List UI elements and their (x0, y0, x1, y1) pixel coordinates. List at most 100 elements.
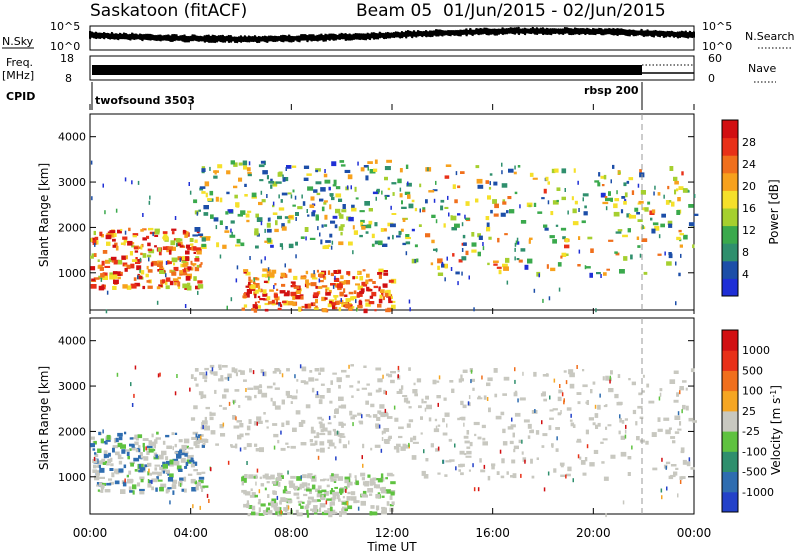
echo-cell (309, 237, 316, 240)
echo-cell (138, 448, 141, 453)
echo-cell (186, 455, 193, 459)
echo-cell (509, 440, 514, 445)
echo-noise (316, 391, 319, 396)
echo-cell (470, 378, 475, 382)
echo-cell (386, 159, 392, 163)
echo-cell (315, 169, 318, 173)
nsky-line (89, 26, 695, 44)
echo-cell (104, 442, 108, 445)
echo-cell (98, 285, 105, 291)
echo-cell (636, 236, 640, 240)
echo-cell (224, 230, 230, 233)
echo-cell (173, 280, 180, 283)
echo-cell (422, 207, 426, 210)
echo-noise (148, 257, 150, 262)
echo-cell (202, 420, 208, 425)
echo-cell (350, 304, 353, 307)
echo-cell (190, 417, 196, 421)
echo-cell (320, 429, 324, 433)
echo-cell (458, 378, 462, 383)
echo-cell (140, 456, 145, 459)
echo-cell (165, 469, 170, 474)
echo-cell (179, 448, 186, 453)
echo-cell (273, 433, 279, 438)
echo-cell (133, 457, 140, 462)
echo-noise (335, 456, 337, 461)
echo-noise (384, 408, 387, 413)
echo-cell (199, 186, 206, 189)
echo-cell (688, 204, 694, 208)
echo-cell (428, 417, 432, 422)
echo-cell (267, 301, 272, 305)
echo-cell (257, 305, 261, 309)
echo-cell (332, 304, 336, 310)
echo-cell (601, 184, 605, 187)
echo-cell (107, 458, 112, 464)
echo-cell (317, 291, 321, 295)
echo-cell (338, 226, 344, 231)
echo-cell (494, 393, 498, 398)
echo-noise (317, 226, 319, 231)
echo-cell (133, 246, 139, 250)
echo-noise (572, 478, 574, 483)
echo-cell (630, 254, 633, 260)
echo-noise (230, 228, 232, 233)
echo-cell (162, 246, 169, 250)
echo-cell (258, 164, 265, 168)
echo-cell (380, 490, 387, 494)
echo-cell (466, 430, 470, 435)
echo-cell (194, 481, 197, 484)
echo-cell (386, 289, 391, 295)
echo-cell (143, 456, 149, 461)
echo-cell (660, 223, 665, 228)
echo-cell (282, 177, 286, 182)
echo-cell (277, 215, 282, 220)
echo-cell (319, 503, 326, 508)
echo-cell (477, 184, 484, 189)
echo-noise (189, 190, 192, 195)
echo-cell (201, 243, 207, 248)
echo-cell (266, 426, 269, 429)
echo-cell (342, 496, 345, 499)
echo-cell (679, 388, 685, 391)
echo-cell (451, 388, 455, 393)
echo-cell (173, 266, 179, 272)
echo-cell (378, 298, 383, 304)
echo-cell (323, 491, 329, 496)
echo-noise (605, 513, 607, 518)
echo-cell (261, 199, 266, 203)
echo-cell (317, 485, 322, 489)
velocity-y-label: Slant Range [km] (37, 366, 51, 470)
echo-cell (237, 434, 242, 440)
echo-noise (558, 287, 561, 292)
echo-cell (338, 198, 343, 202)
echo-cell (177, 286, 181, 289)
echo-cell (529, 172, 534, 177)
echo-cell (229, 234, 236, 238)
echo-cell (385, 489, 391, 494)
echo-cell (158, 284, 163, 288)
echo-cell (621, 196, 626, 199)
echo-cell (327, 430, 332, 436)
echo-cell (552, 239, 557, 244)
echo-cell (204, 379, 208, 383)
echo-cell (679, 421, 682, 426)
echo-cell (506, 471, 509, 475)
echo-cell (124, 431, 127, 435)
echo-cell (316, 493, 321, 498)
echo-cell (345, 298, 351, 303)
echo-cell (258, 507, 261, 512)
echo-cell (383, 272, 389, 276)
echo-cell (310, 443, 316, 446)
echo-cell (307, 496, 314, 500)
echo-cell (200, 434, 204, 437)
echo-cell (147, 483, 152, 488)
echo-cell (172, 278, 179, 281)
echo-noise (586, 444, 589, 449)
echo-noise (381, 430, 384, 435)
echo-cell (267, 510, 273, 515)
echo-cell (663, 417, 670, 421)
echo-cell (408, 203, 414, 209)
echo-cell (620, 435, 626, 440)
echo-cell (204, 236, 211, 241)
